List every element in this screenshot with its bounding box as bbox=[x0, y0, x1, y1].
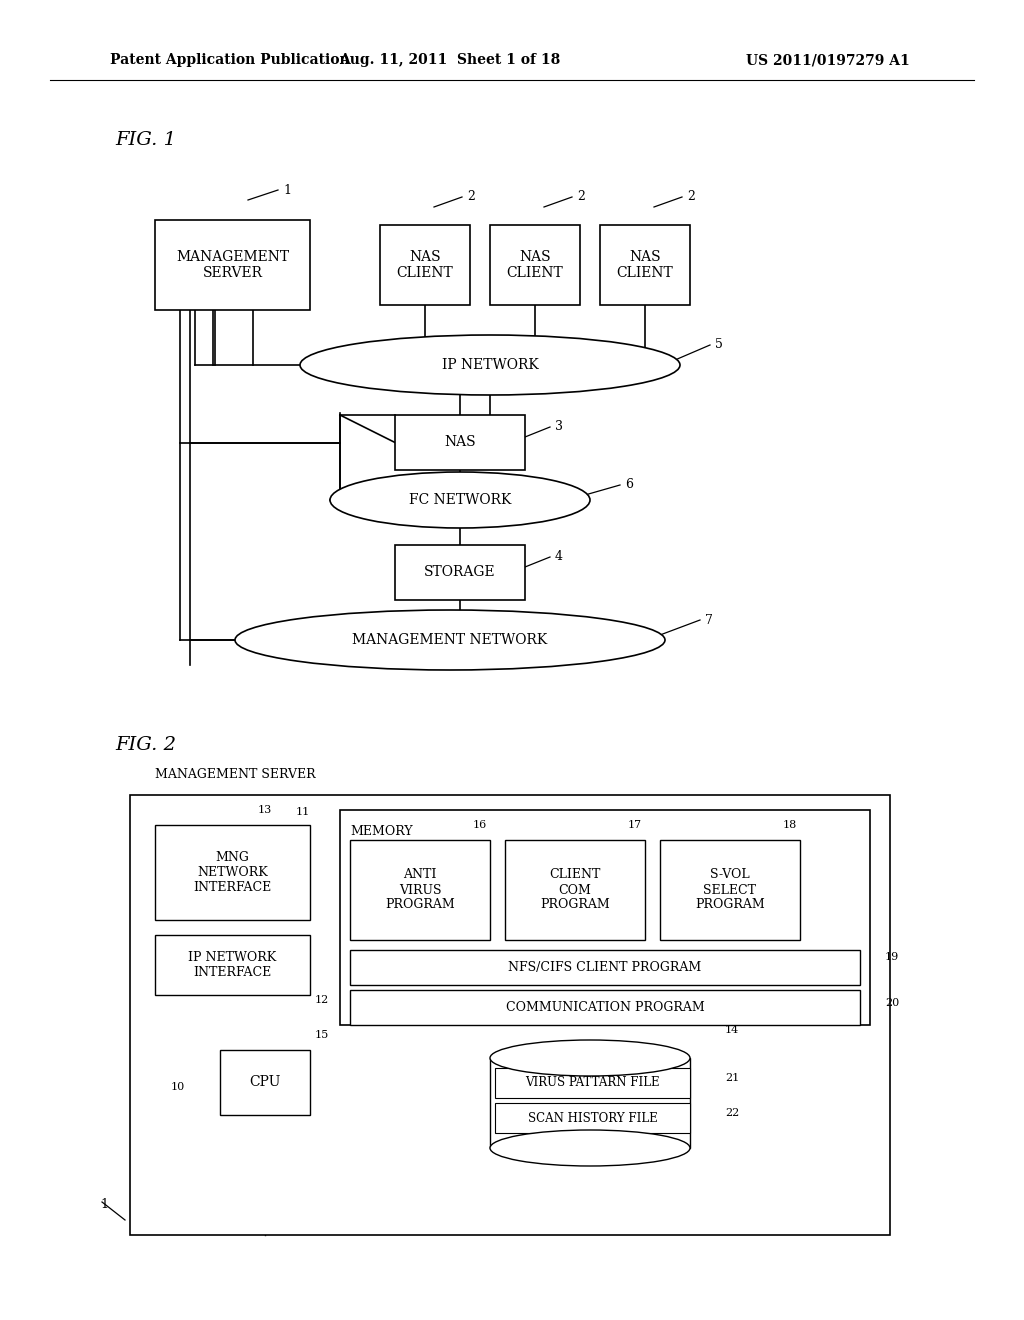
Text: 20: 20 bbox=[885, 998, 899, 1007]
Text: NAS
CLIENT: NAS CLIENT bbox=[396, 249, 454, 280]
Text: 5: 5 bbox=[715, 338, 723, 351]
Bar bbox=[490, 1059, 690, 1148]
Text: S-VOL
SELECT
PROGRAM: S-VOL SELECT PROGRAM bbox=[695, 869, 765, 912]
Bar bbox=[505, 840, 645, 940]
Bar bbox=[220, 1049, 310, 1115]
Bar bbox=[395, 545, 525, 601]
Text: 18: 18 bbox=[783, 820, 798, 830]
Text: 6: 6 bbox=[625, 479, 633, 491]
Text: Aug. 11, 2011  Sheet 1 of 18: Aug. 11, 2011 Sheet 1 of 18 bbox=[339, 53, 560, 67]
Bar bbox=[350, 840, 490, 940]
Bar bbox=[380, 224, 470, 305]
Text: 1: 1 bbox=[283, 183, 291, 197]
Text: 3: 3 bbox=[555, 421, 563, 433]
Ellipse shape bbox=[490, 1040, 690, 1076]
Text: NAS
CLIENT: NAS CLIENT bbox=[507, 249, 563, 280]
Text: MANAGEMENT NETWORK: MANAGEMENT NETWORK bbox=[352, 634, 548, 647]
Text: NAS: NAS bbox=[444, 436, 476, 450]
Text: 13: 13 bbox=[257, 805, 271, 814]
Text: 14: 14 bbox=[725, 1026, 739, 1035]
Text: 16: 16 bbox=[473, 820, 487, 830]
Text: US 2011/0197279 A1: US 2011/0197279 A1 bbox=[746, 53, 910, 67]
Text: 4: 4 bbox=[555, 550, 563, 564]
Bar bbox=[155, 935, 310, 995]
Text: 7: 7 bbox=[705, 614, 713, 627]
Text: 19: 19 bbox=[885, 953, 899, 962]
Text: 17: 17 bbox=[628, 820, 642, 830]
Text: IP NETWORK
INTERFACE: IP NETWORK INTERFACE bbox=[188, 950, 276, 979]
Text: ANTI
VIRUS
PROGRAM: ANTI VIRUS PROGRAM bbox=[385, 869, 455, 912]
Text: MANAGEMENT
SERVER: MANAGEMENT SERVER bbox=[176, 249, 289, 280]
Text: SCAN HISTORY FILE: SCAN HISTORY FILE bbox=[527, 1111, 657, 1125]
Text: Patent Application Publication: Patent Application Publication bbox=[110, 53, 349, 67]
Text: FIG. 2: FIG. 2 bbox=[115, 737, 176, 754]
Bar bbox=[350, 950, 860, 985]
Text: CPU: CPU bbox=[249, 1076, 281, 1089]
Text: 22: 22 bbox=[725, 1107, 739, 1118]
Text: IP NETWORK: IP NETWORK bbox=[441, 358, 539, 372]
Bar bbox=[155, 220, 310, 310]
Bar bbox=[155, 825, 310, 920]
Text: 1: 1 bbox=[100, 1199, 108, 1212]
Text: NAS
CLIENT: NAS CLIENT bbox=[616, 249, 674, 280]
Text: 21: 21 bbox=[725, 1073, 739, 1082]
Text: CLIENT
COM
PROGRAM: CLIENT COM PROGRAM bbox=[540, 869, 610, 912]
Text: 10: 10 bbox=[171, 1082, 185, 1093]
Bar bbox=[130, 795, 890, 1236]
Text: 2: 2 bbox=[687, 190, 695, 203]
Text: STORAGE: STORAGE bbox=[424, 565, 496, 579]
Text: MEMORY: MEMORY bbox=[350, 825, 413, 838]
Bar bbox=[660, 840, 800, 940]
Text: MANAGEMENT SERVER: MANAGEMENT SERVER bbox=[155, 768, 315, 781]
Ellipse shape bbox=[300, 335, 680, 395]
Text: 2: 2 bbox=[467, 190, 475, 203]
Bar bbox=[490, 224, 580, 305]
Text: NFS/CIFS CLIENT PROGRAM: NFS/CIFS CLIENT PROGRAM bbox=[508, 961, 701, 974]
Bar bbox=[600, 224, 690, 305]
Text: VIRUS PATTARN FILE: VIRUS PATTARN FILE bbox=[525, 1077, 659, 1089]
Bar bbox=[495, 1068, 690, 1098]
Text: 2: 2 bbox=[577, 190, 585, 203]
Text: MNG
NETWORK
INTERFACE: MNG NETWORK INTERFACE bbox=[194, 851, 271, 894]
Text: 15: 15 bbox=[315, 1030, 330, 1040]
Ellipse shape bbox=[490, 1130, 690, 1166]
Bar bbox=[340, 810, 870, 1026]
Ellipse shape bbox=[234, 610, 665, 671]
Text: COMMUNICATION PROGRAM: COMMUNICATION PROGRAM bbox=[506, 1001, 705, 1014]
Text: FC NETWORK: FC NETWORK bbox=[409, 492, 511, 507]
Text: 12: 12 bbox=[315, 995, 330, 1005]
Bar bbox=[495, 1104, 690, 1133]
Text: 11: 11 bbox=[296, 807, 310, 817]
Text: FIG. 1: FIG. 1 bbox=[115, 131, 176, 149]
Bar bbox=[395, 414, 525, 470]
Ellipse shape bbox=[330, 473, 590, 528]
Bar bbox=[350, 990, 860, 1026]
